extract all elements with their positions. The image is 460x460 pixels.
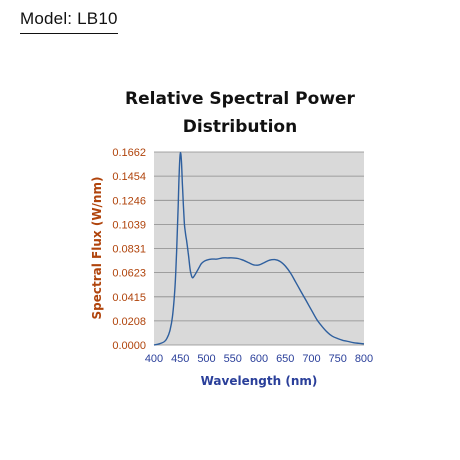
y-tick-label: 0.0415 [112,292,146,304]
x-tick-label: 800 [355,353,373,365]
y-tick-label: 0.0000 [112,340,146,352]
y-tick-label: 0.0208 [112,316,146,328]
x-tick-label: 600 [250,353,268,365]
x-tick-label: 450 [171,353,189,365]
x-tick-label: 500 [197,353,215,365]
spectral-curve [153,151,365,346]
chart-title-line-1: Relative Spectral Power [125,89,356,109]
x-tick-label: 400 [145,353,163,365]
y-tick-label: 0.0831 [112,244,146,256]
y-tick-label: 0.0623 [112,268,146,280]
x-axis-label: Wavelength (nm) [201,374,318,388]
y-tick-label: 0.1454 [112,171,146,183]
x-tick-label: 750 [329,353,347,365]
x-tick-label: 650 [276,353,294,365]
gridlines [154,151,364,346]
y-axis-label: Spectral Flux (W/nm) [90,177,104,320]
y-tick-labels: 0.0000 0.0208 0.0415 0.0623 0.0831 0.1039 0.12… [112,147,146,352]
x-tick-label: 550 [224,353,242,365]
x-tick-labels: 400 450 500 550 600 650 700 750 800 [145,353,373,365]
y-tick-label: 0.1246 [112,195,146,207]
y-tick-label: 0.1039 [112,219,146,231]
chart-title-line-2: Distribution [183,117,297,137]
model-label: Model: LB10 [20,8,118,34]
y-tick-label: 0.1662 [112,147,146,159]
x-tick-label: 700 [302,353,320,365]
